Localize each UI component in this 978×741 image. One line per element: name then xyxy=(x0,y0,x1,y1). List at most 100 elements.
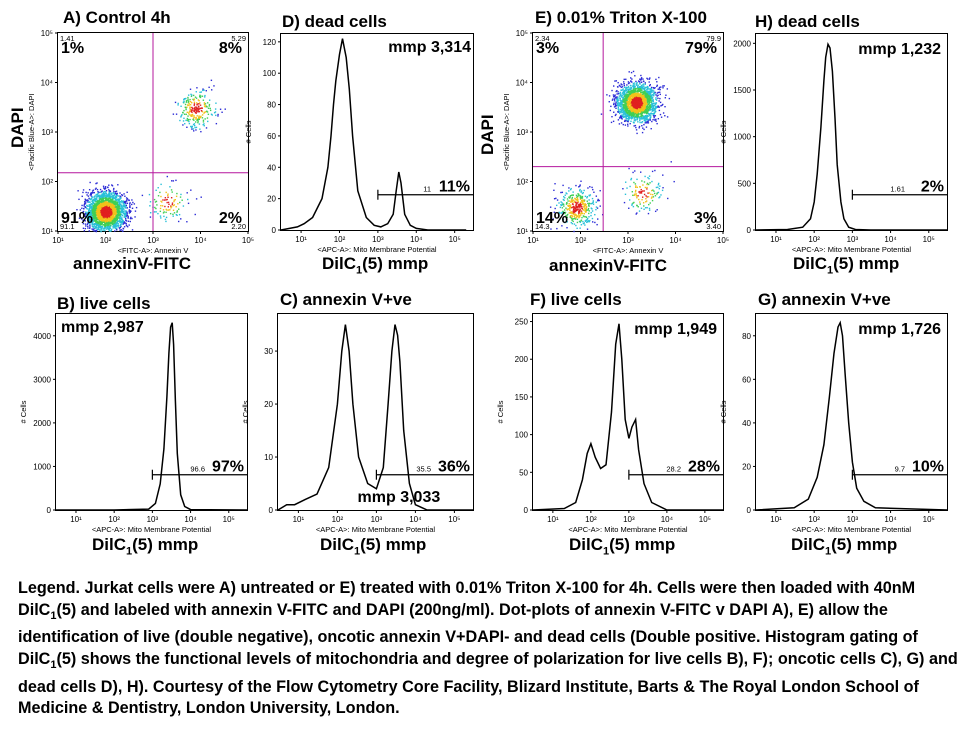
chart-C-plot: 10¹ 10² 10³ 10⁴ 10⁵ <APC-A>: Mito Membrane Po… xyxy=(241,313,474,534)
chart-B-ytick-label: 4000 xyxy=(33,332,51,341)
chart-F-ytick-label: 50 xyxy=(519,468,528,477)
chart-D-xtick-label: 10¹ xyxy=(295,235,307,244)
chart-F-mmp: mmp 1,949 xyxy=(634,321,717,338)
chart-E-svg: 10¹ 10² 10³ 10⁴ 10⁵ <FITC-A>: Annexin V 10¹ 10²… xyxy=(502,29,729,255)
figure-legend: Legend. Jurkat cells were A) untreated o… xyxy=(18,578,968,720)
legend-sub-1: 1 xyxy=(50,609,57,622)
chart-D-plot: 10¹ 10² 10³ 10⁴ 10⁵ <APC-A>: Mito Membrane Po… xyxy=(244,33,474,254)
chart-F-ytick-label: 100 xyxy=(515,431,529,440)
chart-D-xlabel: DilC1(5) mmp xyxy=(322,254,429,277)
chart-F-xlabel: DilC1(5) mmp xyxy=(569,535,676,558)
chart-G-xparam: <APC-A>: Mito Membrane Potential xyxy=(792,525,912,534)
chart-A-q-UL: 1% xyxy=(61,40,84,57)
chart-E-ytick-label: 10¹ xyxy=(516,227,528,236)
chart-A-qs-UR: 5.29 xyxy=(231,34,246,43)
chart-H-ylabel: # Cells xyxy=(719,120,728,143)
chart-D-ytick-label: 60 xyxy=(267,132,276,141)
chart-C-mmp: mmp 3,033 xyxy=(358,489,441,506)
chart-A-qs-LL: 91.1 xyxy=(60,222,75,231)
chart-E-xlabel: annexinV-FITC xyxy=(549,256,668,275)
chart-C-title: C) annexin V+ve xyxy=(280,290,412,309)
legend-part-1: Legend. Jurkat cells were A) untreated o… xyxy=(18,579,916,619)
chart-E-dots xyxy=(549,70,675,233)
chart-C-ytick-label: 0 xyxy=(269,506,274,515)
chart-D-xparam: <APC-A>: Mito Membrane Potential xyxy=(317,245,437,254)
chart-B-ytick-label: 1000 xyxy=(33,462,51,471)
chart-A-xtick-label: 10¹ xyxy=(52,236,64,245)
chart-H-xtick-label: 10⁵ xyxy=(923,235,935,244)
chart-F-ylabel: # Cells xyxy=(496,400,505,423)
chart-E-xparam: <FITC-A>: Annexin V xyxy=(593,246,664,255)
chart-G-gate-pct: 10% xyxy=(912,459,944,476)
chart-E-q-UR: 79% xyxy=(685,40,717,57)
chart-F-xparam: <APC-A>: Mito Membrane Potential xyxy=(568,525,688,534)
legend-part-2: (5) and labeled with annexin V-FITC and … xyxy=(18,600,918,669)
chart-B-ytick-label: 3000 xyxy=(33,375,51,384)
legend-part-3: (5) shows the functional levels of mitoc… xyxy=(18,650,958,718)
chart-B-series xyxy=(56,322,248,511)
chart-D-xtick-label: 10⁴ xyxy=(410,235,423,244)
chart-G-xtick-label: 10¹ xyxy=(770,515,782,524)
chart-F-xtick-label: 10³ xyxy=(623,515,635,524)
chart-G-ytick-label: 80 xyxy=(742,332,751,341)
chart-G-title: G) annexin V+ve xyxy=(758,290,891,309)
chart-H-ytick-label: 2000 xyxy=(733,39,751,48)
chart-C-gate-pct: 36% xyxy=(438,459,470,476)
chart-C-ylabel: # Cells xyxy=(241,400,250,423)
chart-A-qs-UL: 1.41 xyxy=(60,34,75,43)
chart-C-xparam: <APC-A>: Mito Membrane Potential xyxy=(316,525,436,534)
chart-A-title: A) Control 4h xyxy=(63,8,171,27)
chart-A-xtick-label: 10² xyxy=(100,236,112,245)
chart-H-xlabel: DilC1(5) mmp xyxy=(793,254,900,277)
chart-E-yparam: <Pacific Blue-A>: DAPI xyxy=(502,93,511,170)
chart-A-ytick-label: 10¹ xyxy=(41,227,53,236)
chart-G-ylabel: # Cells xyxy=(719,400,728,423)
chart-D-svg: 10¹ 10² 10³ 10⁴ 10⁵ <APC-A>: Mito Membrane Po… xyxy=(244,38,473,254)
chart-A-ytick-label: 10⁴ xyxy=(41,79,54,88)
chart-D-ytick-label: 80 xyxy=(267,101,276,110)
chart-A-xparam: <FITC-A>: Annexin V xyxy=(118,246,189,255)
chart-E-xtick-label: 10⁵ xyxy=(717,236,729,245)
chart-H-series xyxy=(755,42,947,231)
chart-G-xtick-label: 10³ xyxy=(847,515,859,524)
chart-D-xtick-label: 10² xyxy=(334,235,346,244)
chart-H-gate-label: 1.61 xyxy=(890,185,905,194)
chart-G-xtick-label: 10⁴ xyxy=(884,515,897,524)
chart-B-svg: 10¹ 10² 10³ 10⁴ 10⁵ <APC-A>: Mito Membrane Po… xyxy=(19,319,248,534)
chart-C-xtick-label: 10⁵ xyxy=(448,515,460,524)
chart-A-q-LL: 91% xyxy=(61,210,93,227)
chart-G-xtick-label: 10⁵ xyxy=(923,515,935,524)
chart-E-plot: 10¹ 10² 10³ 10⁴ 10⁵ <FITC-A>: Annexin V 10¹ 10²… xyxy=(502,29,729,255)
chart-G-ytick-label: 60 xyxy=(742,375,751,384)
chart-G-ytick-label: 0 xyxy=(747,506,752,515)
chart-E-xtick-label: 10² xyxy=(575,236,587,245)
chart-G-xtick-label: 10² xyxy=(808,515,820,524)
chart-D-xtick-label: 10³ xyxy=(372,235,384,244)
chart-D-ytick-label: 120 xyxy=(263,38,277,47)
chart-B-xtick-label: 10¹ xyxy=(70,515,82,524)
chart-F-svg: 10¹ 10² 10³ 10⁴ 10⁵ <APC-A>: Mito Membrane Po… xyxy=(496,318,723,534)
chart-D-gate-label: 11 xyxy=(423,185,431,194)
chart-H-xtick-label: 10³ xyxy=(847,235,859,244)
chart-B-gate-label: 96.6 xyxy=(190,465,205,474)
chart-B-ylabel: # Cells xyxy=(19,400,28,423)
chart-F-ytick-label: 150 xyxy=(515,393,529,402)
chart-C-xtick-label: 10¹ xyxy=(293,515,305,524)
chart-H-gate-pct: 2% xyxy=(921,179,944,196)
chart-G-mmp: mmp 1,726 xyxy=(858,321,941,338)
chart-H-ytick-label: 500 xyxy=(738,179,752,188)
chart-A-xtick-label: 10⁵ xyxy=(242,236,254,245)
chart-F-ytick-label: 250 xyxy=(515,318,529,327)
chart-E-xtick-label: 10¹ xyxy=(527,236,539,245)
chart-A-qs-LR: 2.20 xyxy=(231,222,246,231)
chart-E-ytick-label: 10⁵ xyxy=(516,29,528,38)
chart-F-xtick-label: 10¹ xyxy=(547,515,559,524)
chart-H-title: H) dead cells xyxy=(755,12,860,31)
chart-G-plot: 10¹ 10² 10³ 10⁴ 10⁵ <APC-A>: Mito Membrane Po… xyxy=(719,313,948,534)
chart-F-ytick-label: 0 xyxy=(524,506,529,515)
chart-A-xlabel: annexinV-FITC xyxy=(73,254,192,273)
chart-D-ytick-label: 20 xyxy=(267,195,276,204)
chart-H-mmp: mmp 1,232 xyxy=(858,41,941,58)
chart-A-plot: 10¹ 10² 10³ 10⁴ 10⁵ <FITC-A>: Annexin V 10¹ 10²… xyxy=(27,29,254,255)
chart-E-qs-LR: 3.40 xyxy=(706,222,721,231)
